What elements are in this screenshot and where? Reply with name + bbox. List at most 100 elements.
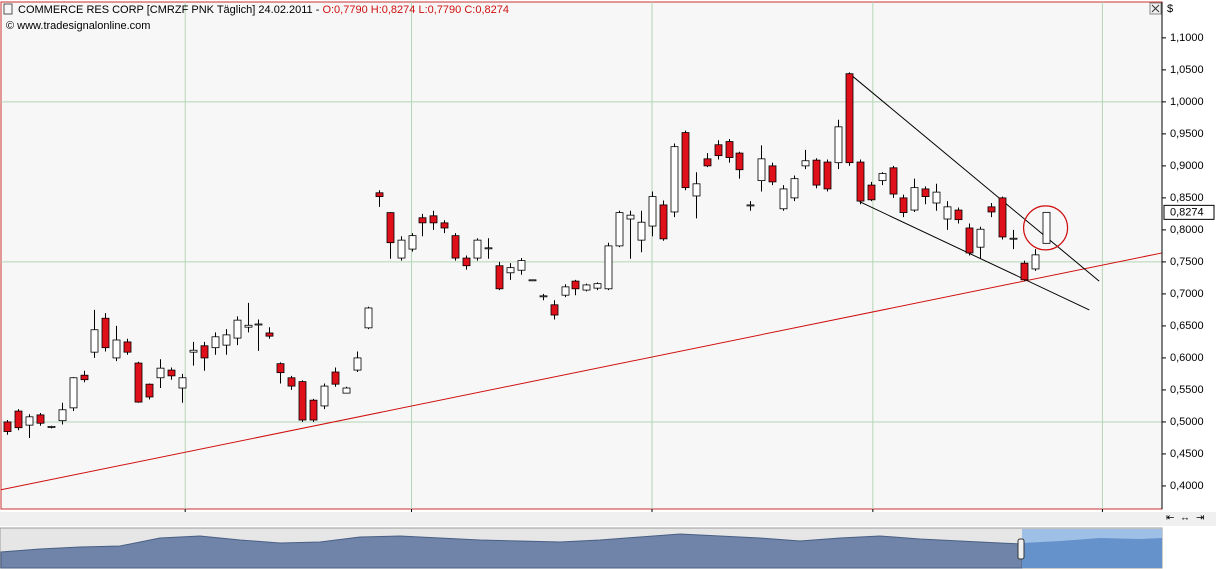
candle-body (287, 377, 296, 387)
candle-body (834, 126, 843, 164)
candle-body (386, 212, 395, 244)
candle-body (101, 317, 110, 349)
navigator-area (0, 533, 1023, 569)
candle-body (112, 339, 121, 359)
candle-body (899, 197, 908, 214)
navigator-window-area (1022, 538, 1162, 568)
candle-body (178, 377, 187, 389)
candle-body (768, 165, 777, 183)
candle-body (659, 204, 668, 240)
candle-body (954, 209, 963, 221)
candle-body (222, 334, 231, 346)
scroll-right[interactable]: ⇥ (1196, 513, 1204, 524)
candle-body (725, 141, 734, 158)
candle-body (987, 206, 996, 213)
candle-body (637, 221, 646, 241)
y-tick-label: 0,8500 (1170, 192, 1204, 204)
candle-body (1031, 254, 1040, 270)
candle-body (233, 319, 242, 339)
candle-body (36, 414, 45, 424)
candle-body (364, 307, 373, 329)
candle-body (3, 421, 12, 432)
candle-body (670, 146, 679, 213)
candle-body (331, 371, 340, 385)
candle-body (495, 265, 504, 290)
chart-title: COMMERCE RES CORP [CMRZF PNK Täglich] 24… (18, 4, 509, 16)
last-price-box (1163, 204, 1215, 220)
candle-body (812, 159, 821, 186)
candle-body (320, 385, 329, 407)
close-icon[interactable] (1151, 4, 1160, 13)
grid (1, 2, 1162, 509)
y-tick-label: 0,6500 (1170, 320, 1204, 332)
candle-body (976, 228, 985, 248)
candle-body (462, 257, 471, 267)
candle-body (561, 286, 570, 296)
candle-body (790, 178, 799, 199)
candle-body (845, 73, 854, 164)
candle-body (69, 377, 78, 409)
candle-body (200, 345, 209, 359)
y-tick-label: 0,7000 (1170, 288, 1204, 300)
candle-body (593, 283, 602, 289)
candle-body (910, 187, 919, 211)
candle-body (746, 204, 755, 207)
candle-body (604, 245, 613, 290)
ohlc-text: O:0,7790 H:0,8274 L:0,7790 C:0,8274 (322, 4, 509, 16)
candle-body (998, 197, 1007, 238)
candle-body (309, 399, 318, 421)
candle-body (145, 383, 154, 398)
source: © www.tradesignalonline.com (6, 20, 150, 32)
candle-body (353, 357, 362, 371)
scroll-left[interactable]: ⇤ (1166, 513, 1174, 524)
candle-body (408, 235, 417, 250)
y-tick-label: 0,9500 (1170, 128, 1204, 140)
y-tick-label: 1,0000 (1170, 96, 1204, 108)
plot-area (0, 1, 1163, 510)
candle-body (714, 144, 723, 157)
candle-body (867, 184, 876, 201)
y-tick-label: 1,0500 (1170, 64, 1204, 76)
candle-body (615, 212, 624, 247)
highlight-circle (1022, 205, 1069, 251)
candle-body (473, 239, 482, 259)
candle-body (418, 217, 427, 224)
candle-body (298, 381, 307, 421)
trendline (859, 201, 1090, 311)
y-tick-label: 0,9000 (1170, 160, 1204, 172)
candle-body (134, 362, 143, 403)
candle-body (932, 191, 941, 204)
candle-body (440, 222, 449, 229)
candle-body (550, 304, 559, 316)
candle-body (856, 161, 865, 202)
candle-body (429, 215, 438, 224)
candle-body (254, 323, 263, 326)
candle-body (528, 279, 537, 282)
y-tick-label: 0,8000 (1170, 224, 1204, 236)
candle-body (921, 188, 930, 198)
candle-body (167, 369, 176, 377)
candle-body (47, 426, 56, 428)
candle-body (484, 247, 493, 250)
scroll-buttons[interactable]: ⇤ ↔ ⇥ (1166, 513, 1204, 524)
candle-body (244, 324, 253, 328)
y-tick-label: 0,4000 (1170, 480, 1204, 492)
y-tick-label: 0,5500 (1170, 384, 1204, 396)
scroll-both[interactable]: ↔ (1180, 513, 1190, 524)
y-tick-label: 0,7500 (1170, 256, 1204, 268)
navigator-handle[interactable] (1017, 538, 1025, 560)
candle-body (626, 214, 635, 220)
close-button[interactable] (1149, 2, 1162, 15)
candle-body (265, 332, 274, 337)
candle-body (90, 329, 99, 353)
candle-body (14, 410, 23, 429)
candle-body (582, 284, 591, 291)
candle-body (506, 267, 515, 274)
candle-body (943, 206, 952, 220)
candles (3, 72, 1069, 438)
candle-body (211, 336, 220, 349)
candle-body (123, 341, 132, 353)
candle-body (58, 409, 67, 422)
candle-body (703, 158, 712, 167)
candle-body (397, 239, 406, 259)
